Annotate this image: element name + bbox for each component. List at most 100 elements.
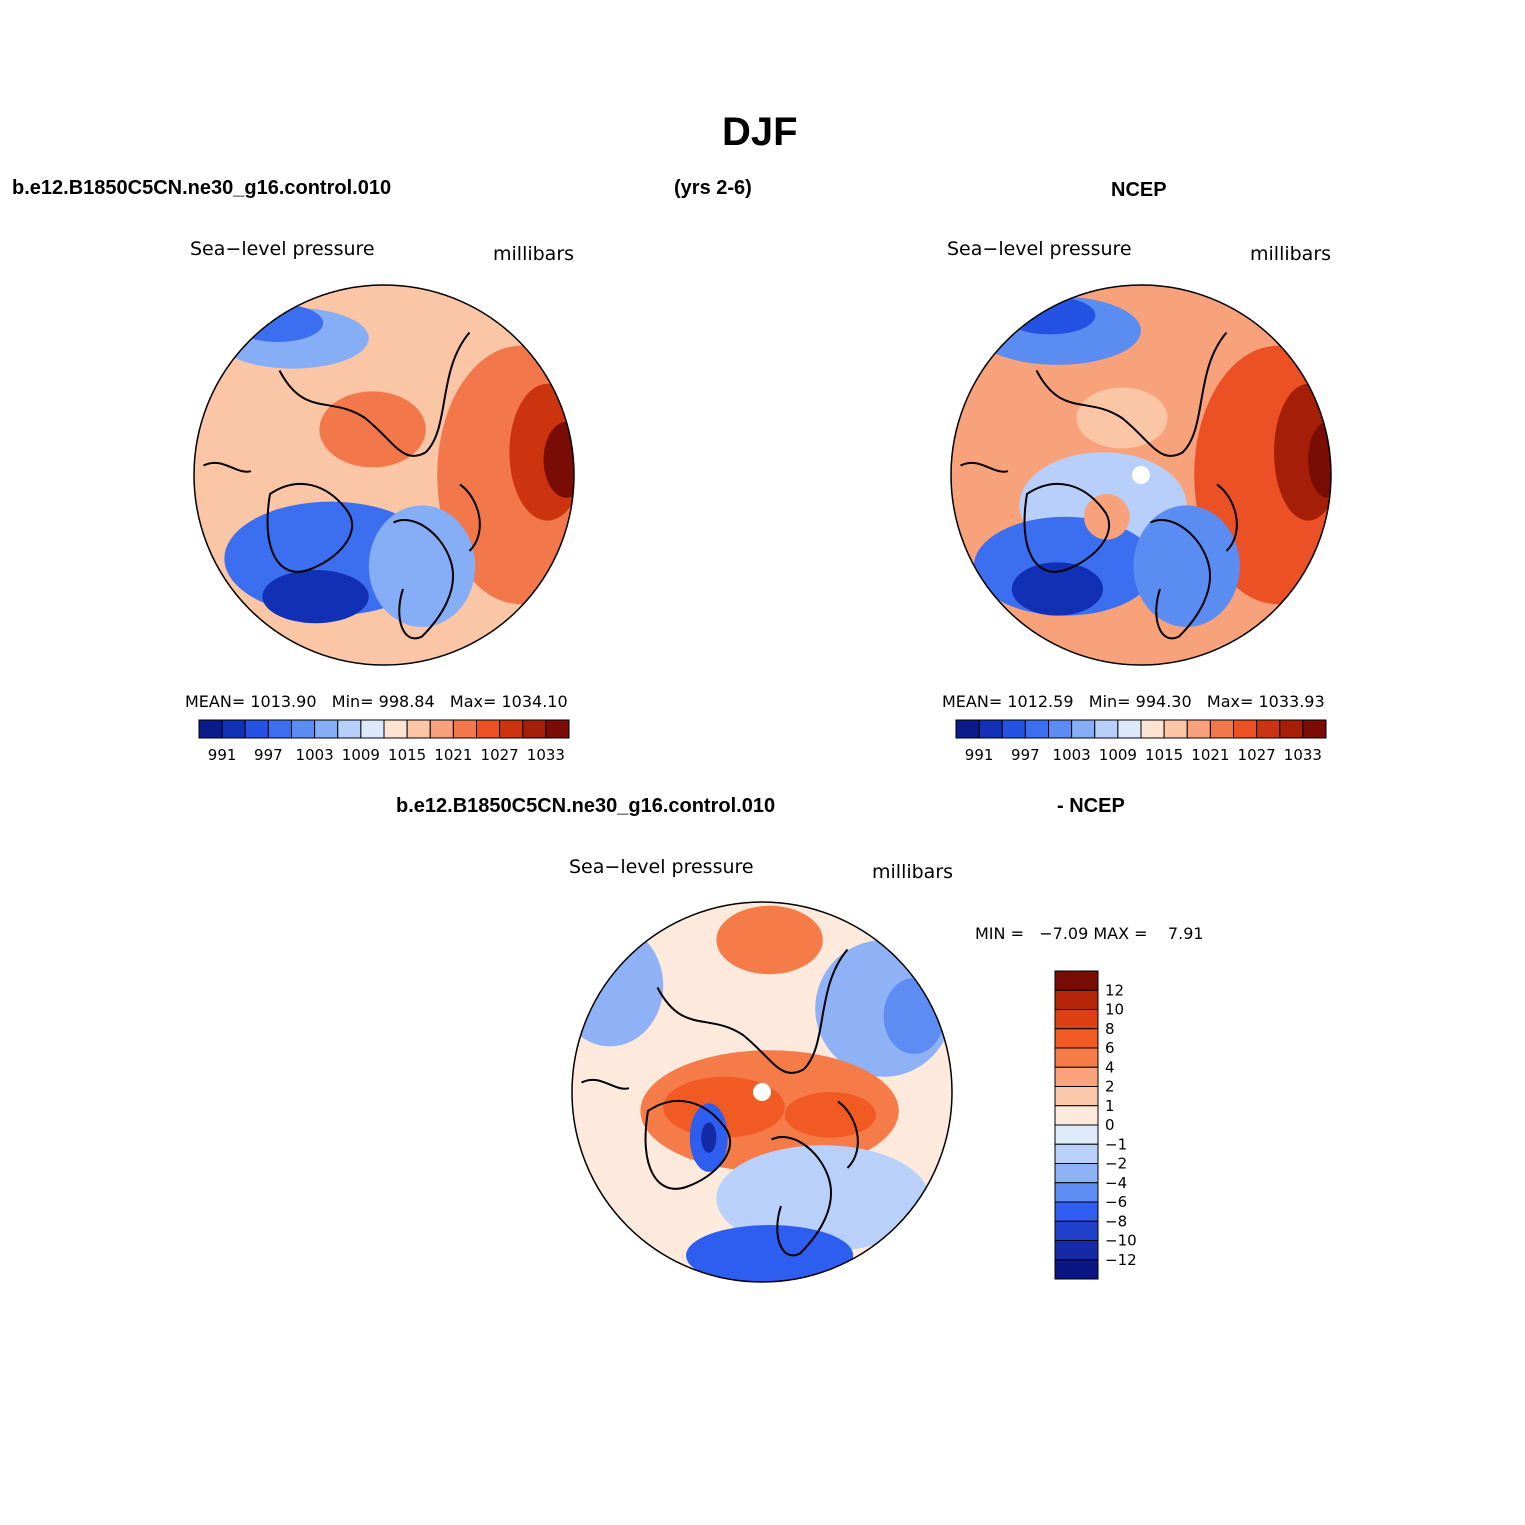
obs-colorbar-box-14 [1279,719,1304,739]
obs-coastline-4 [1216,483,1238,552]
difference-pole-missing-marker [753,1083,771,1101]
model-colorbar-label: 991 [208,746,237,764]
difference-colorbar-box-12 [1054,1201,1099,1222]
difference-colorbar-box-3 [1054,1028,1099,1049]
obs-colorbar-box-15 [1302,719,1327,739]
obs-colorbar: 991 997 1003 1009 1015 1021 1027 1033 [955,719,1327,764]
obs-map [950,284,1332,666]
difference-colorbar-label: −1 [1105,1135,1127,1153]
difference-colorbar-label: 6 [1105,1039,1115,1057]
model-colorbar-box-7 [360,719,385,739]
obs-contour-region-3 [1274,383,1331,521]
difference-colorbar-box-1 [1054,989,1099,1010]
model-contour-region-1 [232,304,324,342]
difference-colorbar-label: 10 [1105,1001,1124,1019]
obs-colorbar-box-7 [1117,719,1142,739]
difference-colorbar-box-15 [1054,1259,1099,1280]
obs-colorbar-box-9 [1163,719,1188,739]
difference-colorbar-box-9 [1054,1143,1099,1164]
obs-colorbar-label: 1015 [1145,746,1183,764]
difference-contour-region-3 [883,978,945,1054]
model-mean-value: 1013.90 [250,692,317,711]
model-mean-label: MEAN= [185,692,246,711]
obs-stats: MEAN= 1012.59 Min= 994.30 Max= 1033.93 [942,692,1325,711]
difference-colorbar-box-14 [1054,1240,1099,1261]
difference-colorbar-box-7 [1054,1105,1099,1126]
difference-colorbar-label: 12 [1105,981,1124,999]
obs-map-border [950,284,1332,666]
diff-units-label: millibars [872,861,954,883]
difference-colorbar-label: −6 [1105,1193,1127,1211]
model-colorbar-label: 1033 [527,746,565,764]
diff-obs-name: - NCEP [1057,795,1125,817]
difference-coastline-4 [837,1100,859,1169]
difference-contour-region-1 [716,905,823,975]
difference-colorbar-box-5 [1054,1066,1099,1087]
model-colorbar-box-14 [522,719,547,739]
difference-colorbar-box-6 [1054,1086,1099,1107]
model-colorbar-label: 1021 [434,746,472,764]
model-colorbar: 991 997 1003 1009 1015 1021 1027 1033 [198,719,570,764]
obs-colorbar-label: 1021 [1191,746,1229,764]
obs-colorbar-box-13 [1256,719,1281,739]
years-label: (yrs 2-6) [674,177,752,199]
model-colorbar-box-9 [406,719,431,739]
obs-variable-label: Sea−level pressure [947,238,1132,260]
difference-map-border [571,901,953,1283]
difference-colorbar-box-11 [1054,1182,1099,1203]
obs-colorbar-box-6 [1094,719,1119,739]
difference-coastline-0 [656,948,849,1074]
difference-colorbar-label: 0 [1105,1116,1115,1134]
obs-colorbar-box-0 [955,719,980,739]
model-colorbar-box-10 [429,719,454,739]
obs-colorbar-box-11 [1209,719,1234,739]
obs-colorbar-box-12 [1233,719,1258,739]
model-coastline-2 [393,519,455,640]
obs-contour-region-1 [1004,296,1096,335]
difference-contour-region-6 [784,1092,877,1138]
model-colorbar-box-0 [198,719,223,739]
obs-field [951,285,1331,665]
obs-contour-region-10 [1133,505,1240,627]
model-field [194,285,574,665]
difference-coastline-2 [771,1136,833,1257]
model-colorbar-label: 997 [254,746,283,764]
difference-colorbar-box-0 [1054,970,1099,991]
obs-coastline-2 [1150,519,1212,640]
difference-colorbar-label: 1 [1105,1097,1115,1115]
obs-colorbar-label: 997 [1011,746,1040,764]
diff-variable-label: Sea−level pressure [569,856,754,878]
obs-colorbar-label: 1003 [1053,746,1091,764]
obs-colorbar-box-10 [1186,719,1211,739]
model-min-value: 998.84 [378,692,435,711]
difference-colorbar-label: 2 [1105,1078,1115,1096]
obs-units-label: millibars [1250,243,1332,265]
difference-colorbar-box-8 [1054,1124,1099,1145]
model-colorbar-box-5 [314,719,339,739]
case-name: b.e12.B1850C5CN.ne30_g16.control.010 [12,177,392,199]
obs-coastline-0 [1035,331,1228,457]
model-colorbar-box-15 [545,719,570,739]
difference-colorbar-box-13 [1054,1220,1099,1241]
model-coastline-4 [459,483,481,552]
model-contour-region-8 [368,505,476,627]
obs-pole-missing-marker [1132,466,1150,484]
difference-colorbar-box-2 [1054,1009,1099,1030]
model-colorbar-box-6 [337,719,362,739]
difference-colorbar-box-4 [1054,1047,1099,1068]
difference-contour-region-10 [701,1122,717,1153]
model-colorbar-label: 1003 [296,746,334,764]
diff-max-value: 7.91 [1167,924,1204,943]
difference-colorbar-box-10 [1054,1163,1099,1184]
obs-contour-region-8 [1011,562,1103,616]
model-colorbar-box-13 [499,719,524,739]
model-min-label: Min= [331,692,374,711]
model-colorbar-box-2 [244,719,269,739]
model-variable-label: Sea−level pressure [190,238,375,260]
obs-colorbar-label: 1009 [1099,746,1137,764]
model-colorbar-label: 1009 [342,746,380,764]
obs-colorbar-box-5 [1071,719,1096,739]
difference-coastline-3 [581,1078,630,1090]
